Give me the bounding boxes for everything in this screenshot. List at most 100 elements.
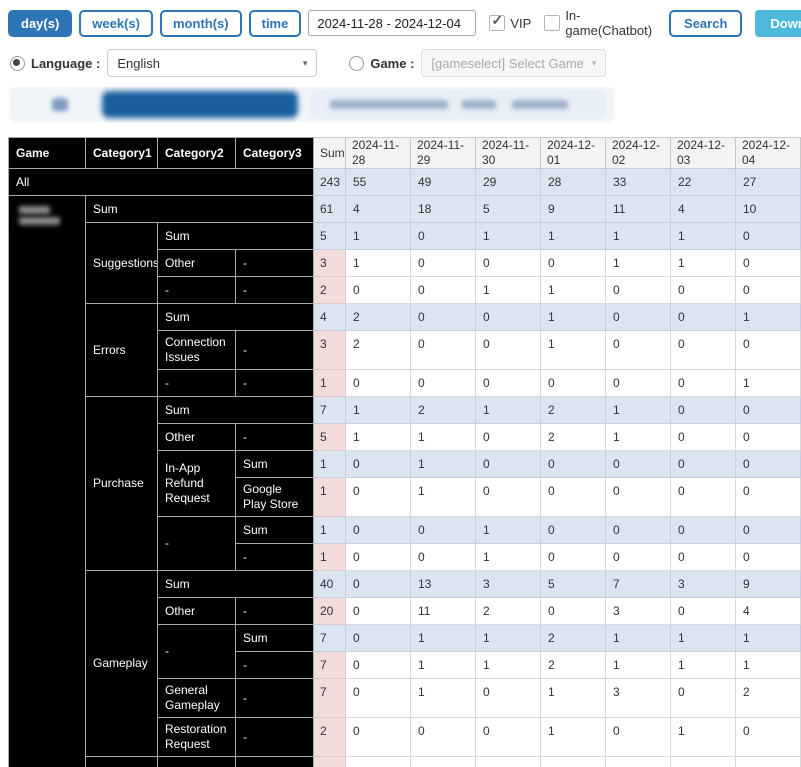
period-button-days[interactable]: day(s) <box>8 10 72 37</box>
value-cell: 0 <box>346 277 411 304</box>
value-cell <box>411 757 476 767</box>
value-cell: 0 <box>671 544 736 571</box>
value-cell: 10 <box>736 196 801 223</box>
vip-checkbox-box[interactable] <box>489 15 505 31</box>
value-cell: 0 <box>476 424 541 451</box>
value-cell: 1 <box>671 625 736 652</box>
value-cell: 0 <box>541 517 606 544</box>
ingame-chatbot-checkbox-box[interactable] <box>544 15 560 31</box>
language-select-value: English <box>117 56 160 71</box>
category-cell: Errors <box>86 304 158 397</box>
value-cell: 0 <box>411 304 476 331</box>
value-cell: 5 <box>476 196 541 223</box>
category-cell: Google Play Store <box>236 478 314 517</box>
blurred-game-name <box>19 217 60 225</box>
game-radio[interactable] <box>349 56 364 71</box>
category-cell: Other <box>158 424 236 451</box>
value-cell: 0 <box>476 718 541 757</box>
date-range-input[interactable] <box>308 10 476 36</box>
value-cell: 29 <box>476 169 541 196</box>
value-cell: 0 <box>411 250 476 277</box>
value-cell <box>736 757 801 767</box>
value-cell: 0 <box>671 478 736 517</box>
value-cell: 0 <box>411 223 476 250</box>
language-select[interactable]: English ▾ <box>107 49 317 77</box>
value-cell: 0 <box>671 451 736 478</box>
category-cell: - <box>236 652 314 679</box>
value-cell: 1 <box>736 370 801 397</box>
header-cell: Category3 <box>236 138 314 169</box>
game-label: Game : <box>370 56 414 71</box>
value-cell: 1 <box>476 277 541 304</box>
value-cell: 0 <box>736 250 801 277</box>
period-button-months[interactable]: month(s) <box>160 10 242 37</box>
category-cell: - <box>236 424 314 451</box>
value-cell: 0 <box>411 718 476 757</box>
value-cell: 0 <box>736 718 801 757</box>
value-cell: 0 <box>346 478 411 517</box>
value-cell: 0 <box>476 331 541 370</box>
value-cell: 1 <box>346 397 411 424</box>
vip-checkbox[interactable]: VIP <box>489 15 531 31</box>
value-cell: 1 <box>476 397 541 424</box>
value-cell: 0 <box>606 451 671 478</box>
header-cell: 2024-11-30 <box>476 138 541 169</box>
category-cell: - <box>236 331 314 370</box>
blurred-text <box>462 100 496 109</box>
value-cell: 0 <box>736 397 801 424</box>
sum-cell: 5 <box>314 223 346 250</box>
category-cell: Other <box>158 250 236 277</box>
period-button-weeks[interactable]: week(s) <box>79 10 153 37</box>
category-cell: - <box>158 517 236 571</box>
value-cell: 1 <box>736 304 801 331</box>
value-cell: 0 <box>476 250 541 277</box>
value-cell: 3 <box>671 571 736 598</box>
value-cell: 1 <box>606 397 671 424</box>
value-cell: 0 <box>671 424 736 451</box>
value-cell: 2 <box>541 397 606 424</box>
language-label: Language : <box>31 56 100 71</box>
value-cell: 11 <box>606 196 671 223</box>
value-cell: 4 <box>346 196 411 223</box>
value-cell: 0 <box>736 478 801 517</box>
value-cell: 0 <box>736 223 801 250</box>
value-cell: 3 <box>606 679 671 718</box>
value-cell: 0 <box>541 370 606 397</box>
blurred-primary-button[interactable] <box>102 91 298 118</box>
value-cell: 1 <box>411 625 476 652</box>
value-cell: 0 <box>541 250 606 277</box>
value-cell: 2 <box>346 304 411 331</box>
value-cell <box>671 757 736 767</box>
value-cell: 1 <box>411 451 476 478</box>
value-cell: 4 <box>671 196 736 223</box>
value-cell: 0 <box>671 277 736 304</box>
value-cell: 28 <box>541 169 606 196</box>
value-cell: 0 <box>606 718 671 757</box>
search-button[interactable]: Search <box>669 10 742 37</box>
category-cell: Sum <box>236 517 314 544</box>
sum-cell: 61 <box>314 196 346 223</box>
download-button[interactable]: Download <box>755 10 801 37</box>
category-cell <box>86 757 158 767</box>
game-select[interactable]: [gameselect] Select Game ▾ <box>421 49 606 77</box>
value-cell: 0 <box>671 397 736 424</box>
header-cell: Category1 <box>86 138 158 169</box>
ingame-chatbot-checkbox[interactable]: In-game(Chatbot) <box>544 8 652 38</box>
sum-cell: 3 <box>314 331 346 370</box>
value-cell: 0 <box>736 277 801 304</box>
value-cell: 0 <box>541 544 606 571</box>
language-radio[interactable] <box>10 56 25 71</box>
value-cell: 0 <box>346 652 411 679</box>
category-cell: - <box>236 544 314 571</box>
value-cell: 4 <box>736 598 801 625</box>
table-row <box>9 757 801 767</box>
category-cell: - <box>236 277 314 304</box>
sum-cell: 243 <box>314 169 346 196</box>
blurred-toolbar <box>10 87 614 122</box>
period-button-time[interactable]: time <box>249 10 302 37</box>
